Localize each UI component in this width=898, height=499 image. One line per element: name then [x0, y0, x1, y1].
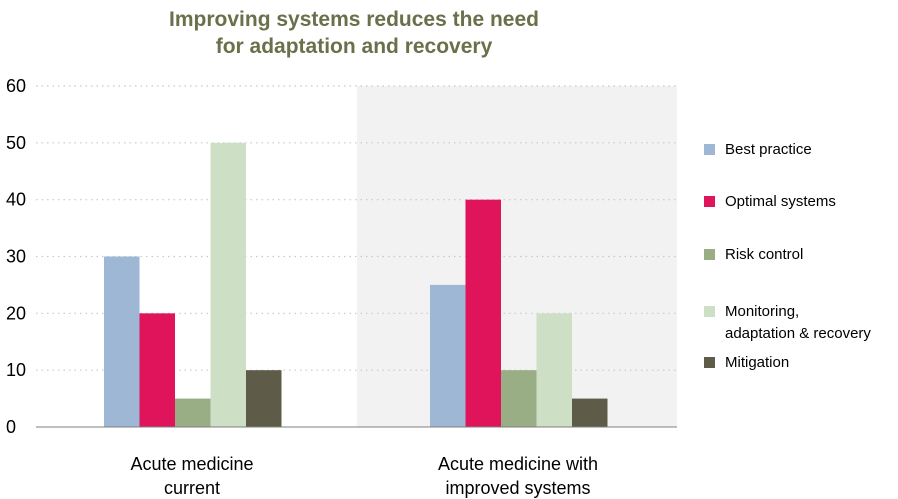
y-tick-label: 20 — [6, 303, 26, 323]
category-label-current-line-2: current — [164, 478, 220, 498]
legend-label: Optimal systems — [725, 193, 836, 210]
legend-swatch — [704, 306, 715, 317]
bar-best-practice-2 — [430, 284, 466, 427]
bar-mitigation-2 — [572, 398, 608, 427]
bar-risk-control-1 — [175, 398, 211, 427]
y-tick-label: 50 — [6, 133, 26, 153]
y-tick-label: 0 — [6, 417, 16, 437]
category-label-current-line-1: Acute medicine — [130, 454, 253, 474]
y-tick-label: 30 — [6, 247, 26, 267]
legend-label: Mitigation — [725, 354, 789, 371]
bar-monitoring-adaptation-recovery-1 — [210, 142, 246, 428]
chart-title-line-2: for adaptation and recovery — [216, 35, 493, 58]
bar-risk-control-2 — [501, 370, 537, 427]
legend: Best practice Optimal systems Risk control… — [704, 141, 871, 371]
legend-label: Risk control — [725, 246, 803, 263]
y-tick-label: 60 — [6, 76, 26, 96]
category-label-improved-line-2: improved systems — [445, 478, 590, 498]
y-tick-label: 10 — [6, 360, 26, 380]
legend-label: Best practice — [725, 141, 812, 158]
category-label-improved-line-1: Acute medicine with — [438, 454, 598, 474]
bar-mitigation-1 — [246, 370, 282, 427]
legend-swatch — [704, 357, 715, 368]
chart-title-line-1: Improving systems reduces the need — [169, 8, 539, 31]
legend-swatch — [704, 196, 715, 207]
bar-monitoring-adaptation-recovery-2 — [536, 313, 572, 427]
legend-swatch — [704, 144, 715, 155]
legend-swatch — [704, 249, 715, 260]
y-tick-label: 40 — [6, 190, 26, 210]
bar-optimal-systems-1 — [139, 313, 175, 427]
y-axis-ticks: 0 10 20 30 40 50 60 — [6, 76, 26, 437]
legend-label: Monitoring, — [725, 303, 799, 320]
bar-optimal-systems-2 — [465, 199, 501, 427]
bar-best-practice-1 — [104, 256, 140, 427]
legend-label: adaptation & recovery — [725, 325, 871, 342]
bars — [104, 142, 608, 428]
